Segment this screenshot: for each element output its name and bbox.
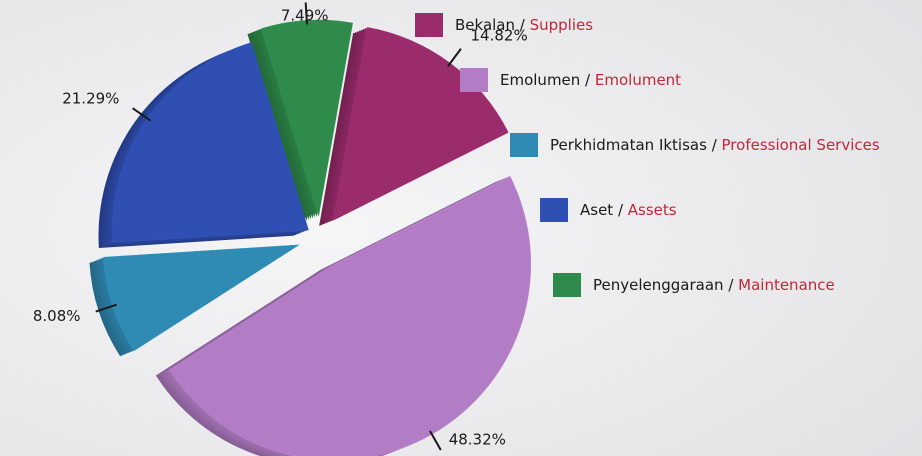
legend-swatch: [460, 68, 488, 92]
value-label: 21.29%: [62, 90, 119, 108]
legend-item: Aset / Assets: [540, 198, 677, 222]
legend-item: Penyelenggaraan / Maintenance: [553, 273, 835, 297]
value-label: 48.32%: [449, 431, 506, 449]
legend-label: Bekalan / Supplies: [455, 16, 593, 34]
legend-item: Bekalan / Supplies: [415, 13, 593, 37]
leader-line: [304, 2, 309, 25]
legend-swatch: [540, 198, 568, 222]
leader-line: [95, 303, 117, 313]
legend-label: Emolumen / Emolument: [500, 71, 681, 89]
value-label: 7.49%: [281, 7, 329, 25]
legend-item: Perkhidmatan Iktisas / Professional Serv…: [510, 133, 880, 157]
legend-item: Emolumen / Emolument: [460, 68, 681, 92]
legend-swatch: [510, 133, 538, 157]
legend-label: Perkhidmatan Iktisas / Professional Serv…: [550, 136, 880, 154]
value-label: 14.82%: [471, 26, 528, 44]
legend-swatch: [553, 273, 581, 297]
legend-label: Penyelenggaraan / Maintenance: [593, 276, 835, 294]
value-label: 8.08%: [33, 307, 81, 325]
leader-line: [429, 430, 442, 451]
legend-swatch: [415, 13, 443, 37]
leader-line: [132, 107, 152, 122]
legend-label: Aset / Assets: [580, 201, 677, 219]
leader-line: [447, 48, 462, 67]
